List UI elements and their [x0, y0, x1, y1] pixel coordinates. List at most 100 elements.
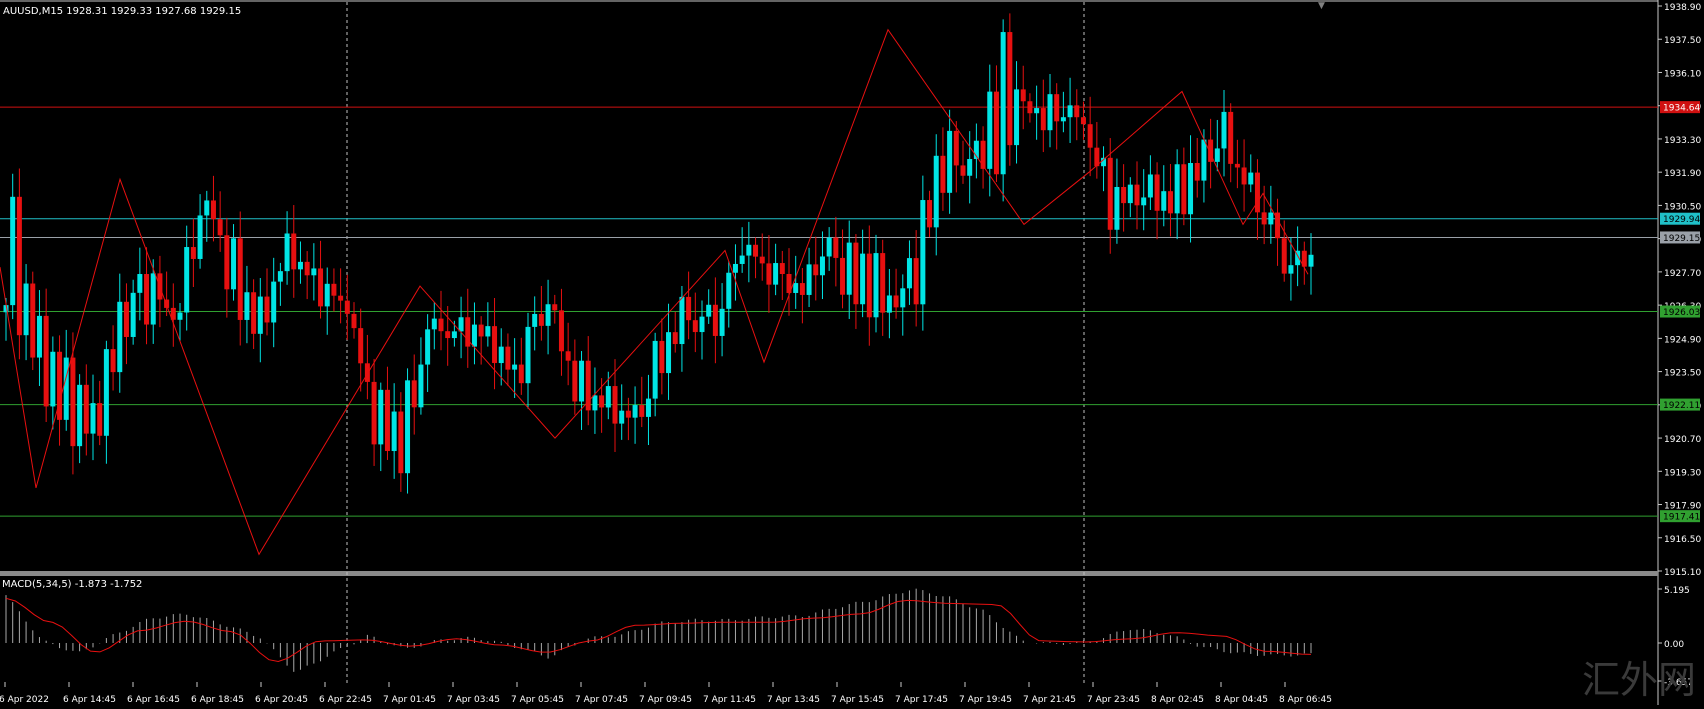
candle-bear	[866, 253, 872, 318]
watermark-logo: 汇外网	[1582, 658, 1696, 702]
panel-separator	[0, 571, 1658, 576]
candle-bear	[1107, 157, 1113, 230]
candle-bull	[36, 315, 42, 358]
candle-bull	[1141, 197, 1147, 206]
candle-bull	[947, 130, 953, 193]
candle-bear	[833, 237, 839, 258]
candle-bull	[1127, 184, 1133, 204]
candle-bear	[552, 304, 558, 311]
price-tick-label: 1937.50	[1664, 36, 1701, 46]
level-tag-label: 1922.11	[1663, 401, 1700, 411]
candle-bull	[987, 91, 993, 169]
candle-bull	[405, 380, 411, 474]
candle-bear	[364, 363, 370, 382]
candle-bear	[686, 296, 692, 321]
candle-bear	[766, 263, 772, 285]
zigzag-indicator	[0, 28, 1309, 556]
candle-bear	[1208, 139, 1214, 162]
candle-bear	[371, 381, 377, 445]
time-tick-label: 7 Apr 11:45	[703, 695, 756, 705]
time-tick-label: 7 Apr 01:45	[383, 695, 436, 705]
candle-bull	[485, 326, 491, 337]
candle-bear	[190, 247, 196, 259]
candle-bull	[458, 317, 464, 332]
candle-bull	[244, 292, 250, 320]
candle-bull	[498, 346, 504, 364]
candle-bear	[1275, 212, 1281, 239]
level-price-tags: 1934.64 1929.94 1929.15 1926.03 1922.11 1917.…	[1660, 101, 1700, 523]
candle-bull	[451, 331, 457, 339]
candle-bull	[1214, 148, 1220, 162]
candle-bear	[538, 313, 544, 326]
candle-bull	[920, 200, 926, 305]
candle-bear	[779, 263, 785, 274]
shift-marker-icon[interactable]: ▼	[1318, 1, 1325, 11]
candle-bear	[1181, 164, 1187, 215]
candle-bear	[518, 364, 524, 384]
horizontal-levels[interactable]	[0, 106, 1658, 517]
candle-bear	[57, 351, 63, 420]
price-tick-label: 1919.30	[1664, 468, 1701, 478]
candle-bull	[177, 312, 183, 320]
candle-bear	[1301, 250, 1307, 267]
candle-bull	[666, 332, 672, 374]
candle-bull	[197, 215, 203, 259]
candle-bear	[344, 300, 350, 314]
candle-bear	[398, 411, 404, 474]
candle-bear	[565, 351, 571, 361]
candle-bull	[579, 360, 585, 402]
candle-bull	[726, 272, 732, 309]
price-panel[interactable]: AUUSD,M15 1928.31 1929.33 1927.68 1929.1…	[0, 1, 1658, 683]
candle-bull	[532, 313, 538, 327]
candle-bear	[558, 310, 564, 352]
candle-bull	[819, 256, 825, 276]
price-tick-label: 1930.50	[1664, 202, 1701, 212]
candle-bear	[1094, 147, 1100, 167]
symbol-info-label: AUUSD,M15 1928.31 1929.33 1927.68 1929.1…	[3, 6, 241, 17]
candle-bear	[639, 405, 645, 417]
candle-bear	[30, 283, 36, 358]
candle-bull	[773, 263, 779, 285]
candle-bull	[967, 159, 973, 176]
level-tag	[1660, 231, 1700, 244]
time-tick-label: 6 Apr 2022	[0, 695, 49, 705]
price-tick-label: 1915.10	[1664, 568, 1701, 578]
candle-bear	[217, 219, 223, 236]
candle-bear	[438, 318, 444, 332]
macd-axis[interactable]: 5.195 0.00 -3.657	[1658, 586, 1693, 688]
candle-bear	[880, 253, 886, 313]
candle-bear	[1020, 89, 1026, 102]
candle-bear	[251, 292, 257, 334]
candle-bull	[324, 283, 330, 307]
candle-bull	[471, 324, 477, 347]
macd-tick-label: 5.195	[1664, 586, 1690, 596]
candle-bear	[1121, 186, 1127, 204]
candle-bull	[1174, 164, 1180, 214]
candle-bear	[893, 295, 899, 308]
candle-bear	[97, 403, 103, 436]
candle-bull	[826, 237, 832, 257]
candle-bear	[572, 360, 578, 402]
candle-bull	[1161, 191, 1167, 211]
time-tick-label: 7 Apr 07:45	[575, 695, 628, 705]
candle-bear	[786, 273, 792, 293]
candle-bear	[505, 346, 511, 370]
price-tick-label: 1920.70	[1664, 435, 1701, 445]
candle-bear	[43, 315, 49, 407]
candle-bull	[619, 410, 625, 424]
candle-bear	[1154, 174, 1160, 211]
candle-bull	[900, 288, 906, 308]
candle-bull	[739, 255, 745, 264]
candle-bull	[1000, 32, 1006, 175]
candle-bull	[284, 233, 290, 272]
time-tick-label: 7 Apr 21:45	[1023, 695, 1076, 705]
time-axis[interactable]: 6 Apr 2022 6 Apr 14:45 6 Apr 16:45 6 Apr 18…	[0, 682, 1332, 705]
level-tag-label: 1929.15	[1663, 234, 1700, 244]
candle-bear	[1080, 117, 1086, 125]
macd-panel[interactable]: MACD(5,34,5) -1.873 -1.752	[2, 579, 1312, 672]
candle-bear	[237, 238, 243, 320]
candle-bull	[90, 403, 96, 434]
candle-bear	[1007, 32, 1013, 146]
candle-bull	[1060, 117, 1066, 122]
